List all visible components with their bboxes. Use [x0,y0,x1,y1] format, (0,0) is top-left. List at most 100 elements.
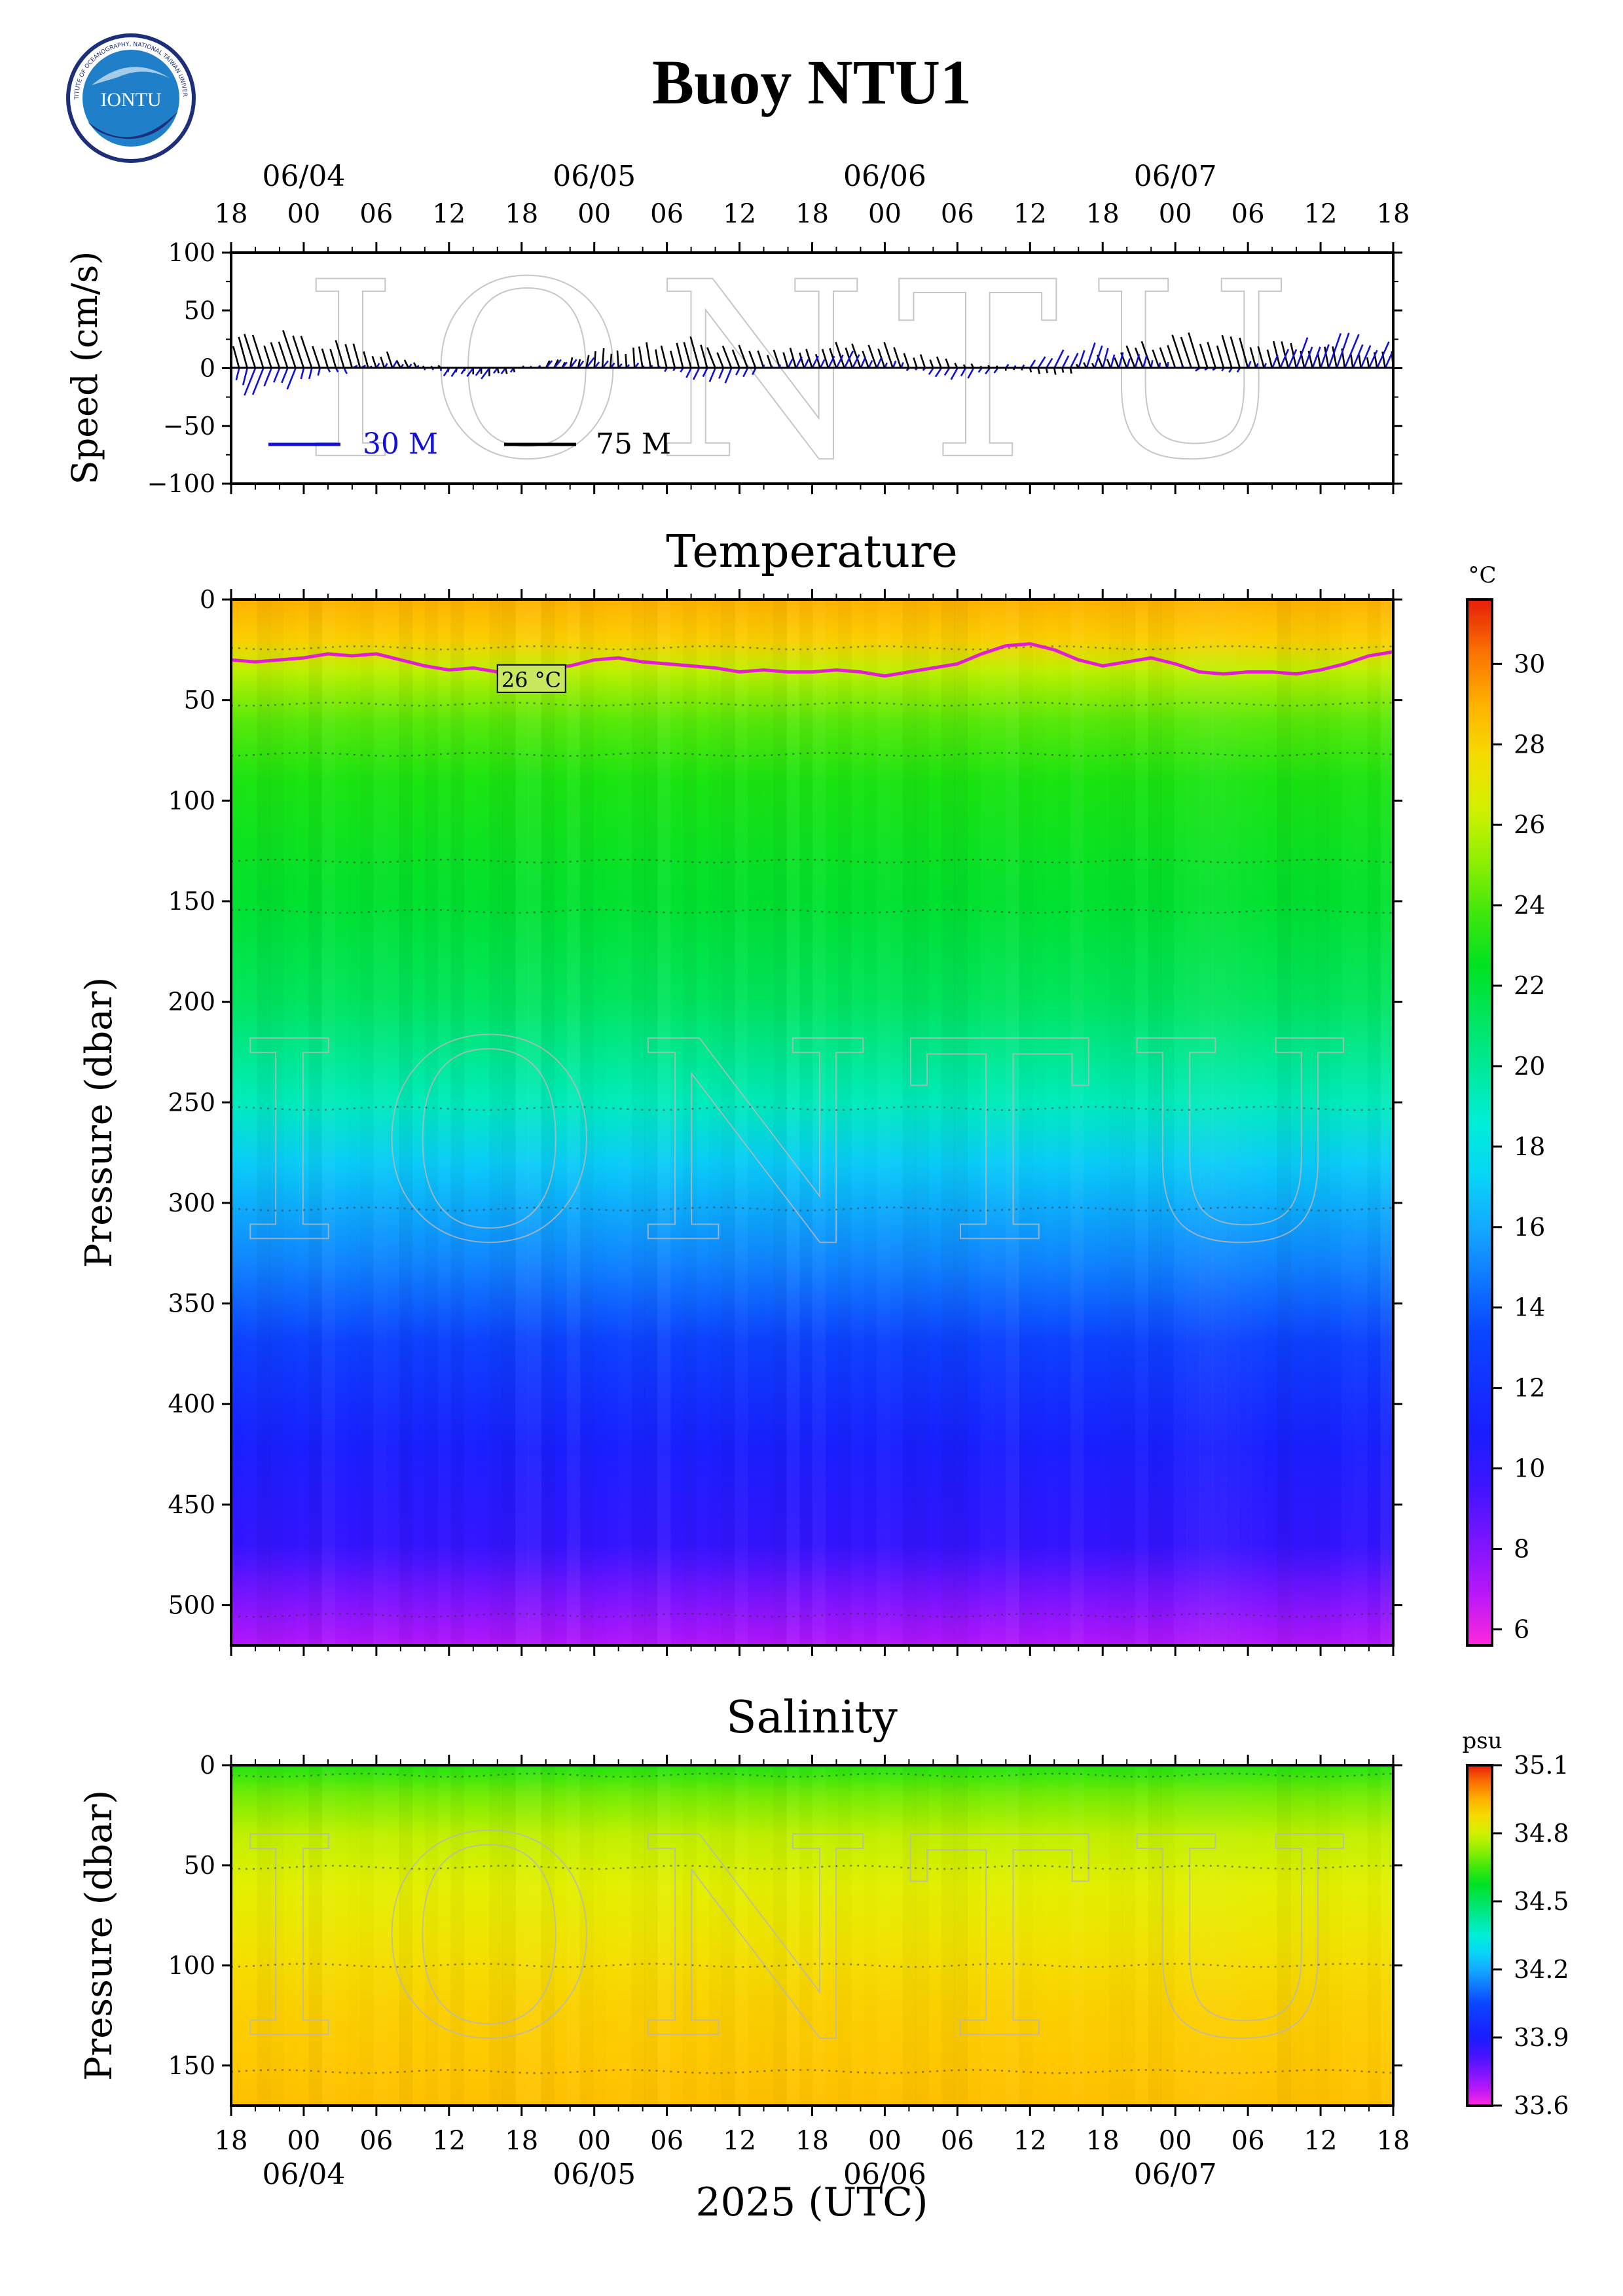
hour-tick-label: 18 [795,199,829,229]
vector-75m [851,343,862,368]
vector-75m [1037,368,1041,374]
hour-tick-label: 00 [1159,199,1192,229]
speed-tick-label: 0 [200,354,215,383]
vector-30m [819,359,826,369]
vector-75m [706,347,716,368]
hour-tick-label: 18 [795,2126,829,2156]
vector-75m [282,330,297,368]
vector-75m [903,353,910,368]
vector-75m [748,350,757,368]
vector-30m [960,367,966,377]
vector-30m [475,367,483,376]
vector-30m [787,359,793,369]
temperature-tick-label: 150 [168,887,215,916]
vector-30m [343,367,348,374]
hour-tick-label: 12 [723,199,756,229]
vector-30m [1118,352,1124,368]
vector-30m [967,367,975,379]
vector-30m [1392,366,1393,368]
temperature-colorbar-label: 8 [1514,1534,1529,1563]
vector-30m [950,367,958,380]
vector-30m [1343,334,1360,368]
vector-30m [708,367,716,383]
vector-75m [689,336,701,368]
vector-30m [466,367,474,377]
salinity-colorbar-ticks: 35.1 34.8 34.5 34.2 33.9 33.6 [1492,1751,1569,2120]
speed-tick-label: 50 [184,296,215,325]
vector-30m [1085,342,1096,368]
vector-30m [263,368,272,387]
date-label: 06/04 [263,160,346,193]
vector-75m [1216,345,1225,368]
vector-75m [1140,340,1152,368]
vector-30m [851,354,860,369]
hour-tick-label: 00 [287,199,320,229]
vector-75m [344,344,354,368]
vector-75m [676,342,684,368]
temperature-colorbar-label: 16 [1514,1213,1545,1242]
vector-75m [805,348,813,368]
vector-30m [300,368,305,380]
vector-30m [460,367,466,375]
speed-y-axis: 100 50 0 −50 −100 [147,238,1402,498]
vector-30m [235,368,240,381]
vector-75m [1199,344,1209,368]
salinity-colorbar-label: 34.2 [1514,1955,1569,1984]
vector-75m [593,351,596,368]
salinity-tick-label: 50 [184,1851,215,1880]
hour-tick-label: 06 [1231,199,1265,229]
legend-label-75m: 75 M [596,427,671,461]
hour-tick-label: 00 [287,2126,320,2156]
vector-30m [934,367,942,378]
vector-75m [232,346,240,368]
vector-30m [1328,332,1342,368]
temperature-y-label: Pressure (dbar) [78,977,120,1268]
salinity-tick-label: 0 [200,1751,215,1780]
hour-tick-label: 18 [215,2126,248,2156]
variability-stripe [1380,600,1393,1645]
vector-75m [1266,349,1273,368]
watermark-text: IONTU [235,984,1389,1304]
vector-30m [860,357,867,369]
vector-30m [1110,354,1116,368]
vector-30m [1134,353,1140,368]
speed-vectors [231,330,1393,396]
variability-stripe [1277,600,1291,1645]
hour-tick-label: 00 [577,2126,611,2156]
vector-75m [1239,337,1249,368]
vector-30m [875,357,883,369]
salinity-y-axis: 0 50 100 150 [168,1751,1402,2080]
vector-75m [363,351,369,368]
hour-tick-label: 12 [432,199,465,229]
vector-30m [1142,355,1148,368]
temperature-colorbar-label: 26 [1514,810,1545,839]
temperature-colorbar-label: 12 [1514,1374,1545,1403]
vector-30m [244,368,257,396]
vector-30m [692,367,701,380]
temperature-colorbar-label: 22 [1514,971,1545,1000]
vector-75m [913,357,918,368]
vector-75m [716,352,725,368]
vector-75m [329,348,337,368]
variability-stripe [954,600,968,1645]
hour-tick-label: 12 [723,2126,756,2156]
hour-tick-label: 12 [1304,199,1338,229]
vector-30m [1078,350,1085,368]
watermark-text: IONTU [235,1780,1389,2100]
salinity-colorbar-label: 35.1 [1514,1751,1569,1780]
vector-30m [1311,346,1321,368]
temperature-colorbar-label: 18 [1514,1132,1545,1161]
vector-30m [742,367,749,378]
vector-30m [1384,348,1393,369]
date-label: 06/06 [843,2158,926,2191]
vector-30m [1053,349,1065,369]
temperature-tick-label: 50 [184,686,215,715]
vector-30m [1150,359,1154,368]
contour-26c-line [231,642,1393,678]
vector-75m [1069,368,1072,374]
vector-30m [724,368,733,384]
x-axis-label: 2025 (UTC) [695,2179,928,2225]
vector-30m [242,368,248,386]
vector-30m [317,368,321,376]
